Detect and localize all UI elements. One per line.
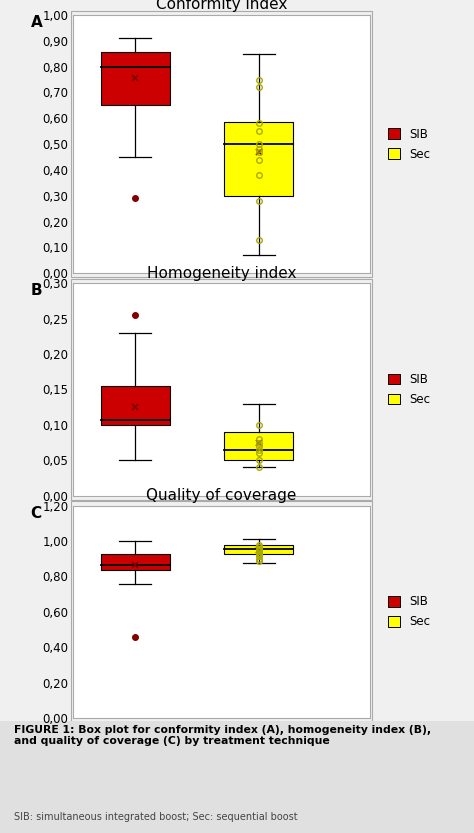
Title: Homogeneity index: Homogeneity index <box>147 266 296 281</box>
Bar <box>224 122 293 196</box>
Bar <box>100 554 170 571</box>
Text: FIGURE 1: Box plot for conformity index (A), homogeneity index (B),
and quality : FIGURE 1: Box plot for conformity index … <box>14 725 431 746</box>
Bar <box>100 52 170 106</box>
Legend: SIB, Sec: SIB, Sec <box>384 591 434 632</box>
Text: A: A <box>30 15 42 30</box>
Text: B: B <box>30 283 42 298</box>
Legend: SIB, Sec: SIB, Sec <box>384 369 434 410</box>
Bar <box>224 546 293 554</box>
Legend: SIB, Sec: SIB, Sec <box>384 124 434 164</box>
Title: Quality of coverage: Quality of coverage <box>146 488 297 503</box>
Bar <box>224 432 293 460</box>
Bar <box>100 386 170 425</box>
Text: C: C <box>30 506 42 521</box>
Title: Conformity index: Conformity index <box>156 0 287 12</box>
Text: SIB: simultaneous integrated boost; Sec: sequential boost: SIB: simultaneous integrated boost; Sec:… <box>14 812 298 822</box>
